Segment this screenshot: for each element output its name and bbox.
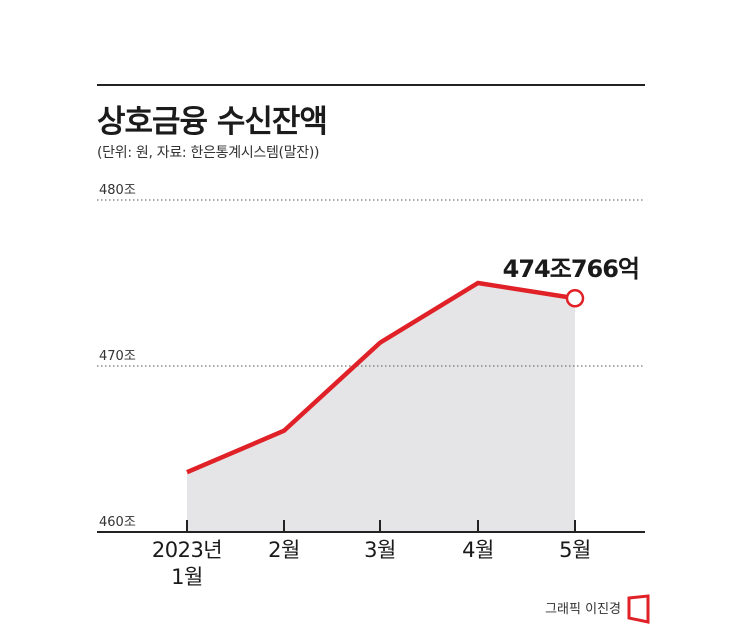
area-fill xyxy=(187,283,575,532)
chart-subtitle: (단위: 원, 자료: 한은통계시스템(말잔)) xyxy=(97,145,320,161)
end-point-marker xyxy=(565,289,585,308)
x-tick-label: 1월 xyxy=(171,565,203,589)
x-tick-label: 2023년 xyxy=(152,538,222,562)
chart-title: 상호금융 수신잔액 xyxy=(97,104,328,140)
x-tick-label: 2월 xyxy=(268,538,300,562)
publisher-logo-icon xyxy=(627,594,650,624)
y-tick-label: 470조 xyxy=(99,349,136,364)
x-tick-label: 4월 xyxy=(462,538,494,562)
end-value-label: 474조766억 xyxy=(503,255,639,283)
x-tick-label: 5월 xyxy=(559,538,591,562)
y-tick-label: 480조 xyxy=(99,183,136,198)
x-tick-label: 3월 xyxy=(364,538,396,562)
y-tick-label: 460조 xyxy=(99,515,136,530)
top-rule xyxy=(97,84,645,86)
graphic-credit: 그래픽 이진경 xyxy=(545,602,621,617)
